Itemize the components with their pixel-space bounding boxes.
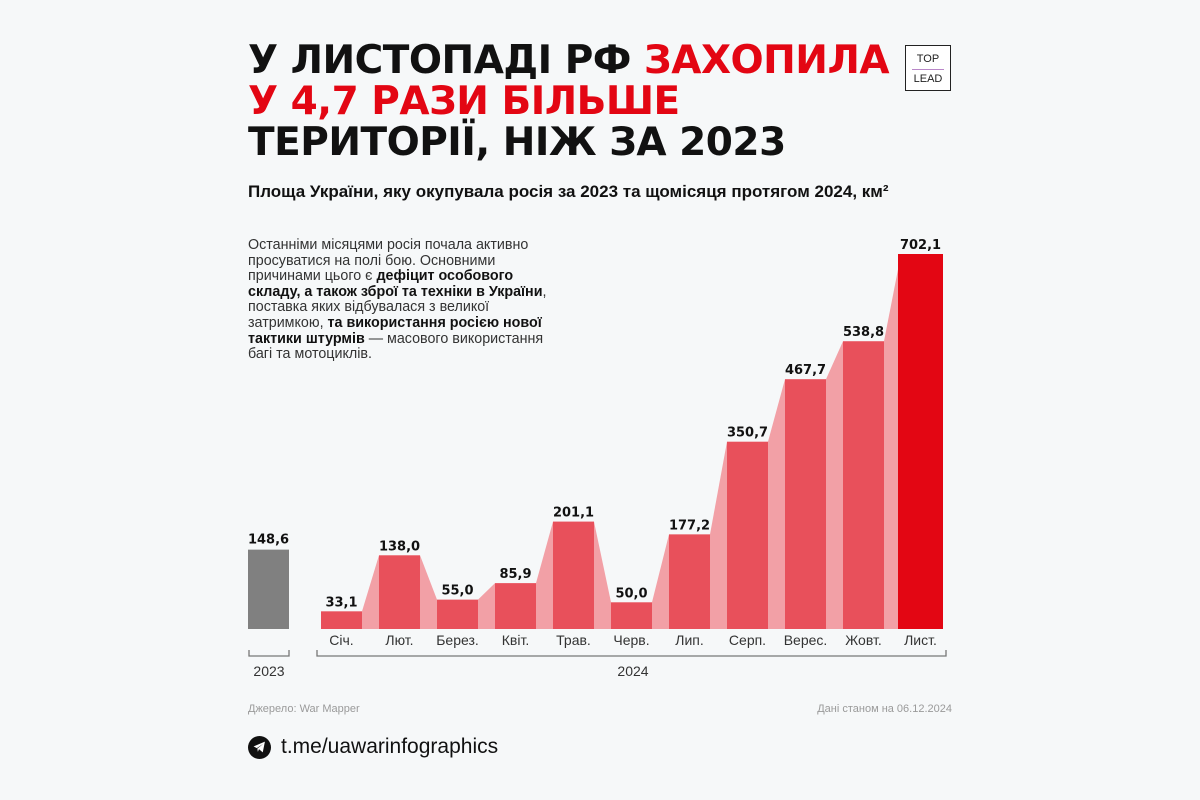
headline-line1-black: У ЛИСТОПАДІ РФ bbox=[248, 38, 645, 83]
bar-value-label: 177,2 bbox=[669, 518, 710, 533]
telegram-url[interactable]: t.me/uawarinfographics bbox=[281, 735, 499, 758]
group-label-2023: 2023 bbox=[253, 663, 284, 679]
headline-line1-red: ЗАХОПИЛА bbox=[644, 38, 890, 83]
annotation-text: Останніми місяцями росія почала активно … bbox=[248, 237, 568, 363]
bar-2024 bbox=[321, 611, 362, 629]
bar-value-label: 138,0 bbox=[379, 539, 420, 554]
bar-2024 bbox=[437, 599, 478, 629]
month-label: Берез. bbox=[436, 632, 479, 648]
bar-connector bbox=[768, 379, 785, 629]
bar-2024 bbox=[669, 534, 710, 629]
bracket-2023 bbox=[248, 650, 290, 657]
month-label: Трав. bbox=[556, 632, 591, 648]
source-text: Джерело: War Mapper bbox=[248, 703, 360, 715]
headline: У ЛИСТОПАДІ РФ ЗАХОПИЛА У 4,7 РАЗИ БІЛЬШ… bbox=[248, 38, 890, 165]
month-label: Січ. bbox=[329, 632, 353, 648]
bar-connector bbox=[826, 341, 843, 629]
logo-top-text: TOP bbox=[916, 53, 940, 65]
telegram-icon bbox=[248, 735, 271, 759]
bar-value-label: 467,7 bbox=[785, 363, 826, 378]
note-bold-1: дефіцит особового складу, а також зброї … bbox=[248, 268, 543, 300]
bar-value-label: 85,9 bbox=[499, 567, 531, 582]
note-text-3: — масового використання багі та мотоцикл… bbox=[248, 330, 544, 363]
bar-2024 bbox=[843, 341, 884, 629]
bar-value-label: 201,1 bbox=[553, 506, 594, 521]
headline-line3: ТЕРИТОРІЇ, НІЖ ЗА 2023 bbox=[248, 120, 786, 165]
data-date-text: Дані станом на 06.12.2024 bbox=[817, 703, 952, 715]
bar-value-label: 50,0 bbox=[615, 586, 647, 601]
bar-2024 bbox=[898, 254, 943, 629]
bar-value-label: 148,6 bbox=[248, 533, 289, 548]
bar-value-label: 55,0 bbox=[441, 584, 473, 599]
headline-line2: У 4,7 РАЗИ БІЛЬШЕ bbox=[248, 79, 680, 124]
bar-connector bbox=[710, 441, 727, 629]
bar-connector bbox=[594, 521, 611, 629]
bar-value-label: 538,8 bbox=[843, 325, 884, 340]
month-label: Верес. bbox=[784, 632, 828, 648]
bar-connector bbox=[478, 583, 495, 629]
bar-value-label: 33,1 bbox=[325, 595, 357, 610]
month-label: Черв. bbox=[613, 632, 649, 648]
bar-2024 bbox=[727, 441, 768, 629]
note-text-2: , поставка яких відбувалася з великої за… bbox=[248, 283, 547, 331]
bar-value-label: 702,1 bbox=[900, 238, 941, 253]
month-label: Лип. bbox=[675, 632, 703, 648]
bar-2024 bbox=[611, 602, 652, 629]
bar-connector bbox=[536, 521, 553, 629]
bar-connector bbox=[884, 254, 901, 629]
bar-2024 bbox=[553, 521, 594, 629]
bar-connector bbox=[362, 555, 379, 629]
month-label: Квіт. bbox=[502, 632, 529, 648]
month-label: Лют. bbox=[385, 632, 413, 648]
group-label-2024: 2024 bbox=[617, 663, 648, 679]
bar-2024 bbox=[785, 379, 826, 629]
top-lead-logo: TOP LEAD bbox=[905, 45, 951, 91]
telegram-link[interactable]: t.me/uawarinfographics bbox=[248, 735, 498, 759]
chart-subtitle: Площа України, яку окупувала росія за 20… bbox=[248, 182, 889, 201]
bar-2024 bbox=[495, 583, 536, 629]
bar-connector bbox=[420, 555, 437, 629]
bar-connector bbox=[652, 534, 669, 629]
logo-bottom-text: LEAD bbox=[913, 73, 943, 85]
bar-value-label: 350,7 bbox=[727, 426, 768, 441]
note-bold-2: та використання росією нової тактики шту… bbox=[248, 314, 542, 347]
note-text-1: Останніми місяцями росія почала активно … bbox=[248, 237, 529, 285]
month-label: Лист. bbox=[904, 632, 937, 648]
bar-2024 bbox=[379, 555, 420, 629]
month-label: Жовт. bbox=[845, 632, 881, 648]
logo-divider bbox=[912, 69, 944, 70]
bracket-2024 bbox=[316, 650, 947, 657]
bar-2023 bbox=[248, 549, 289, 629]
month-label: Серп. bbox=[729, 632, 766, 648]
